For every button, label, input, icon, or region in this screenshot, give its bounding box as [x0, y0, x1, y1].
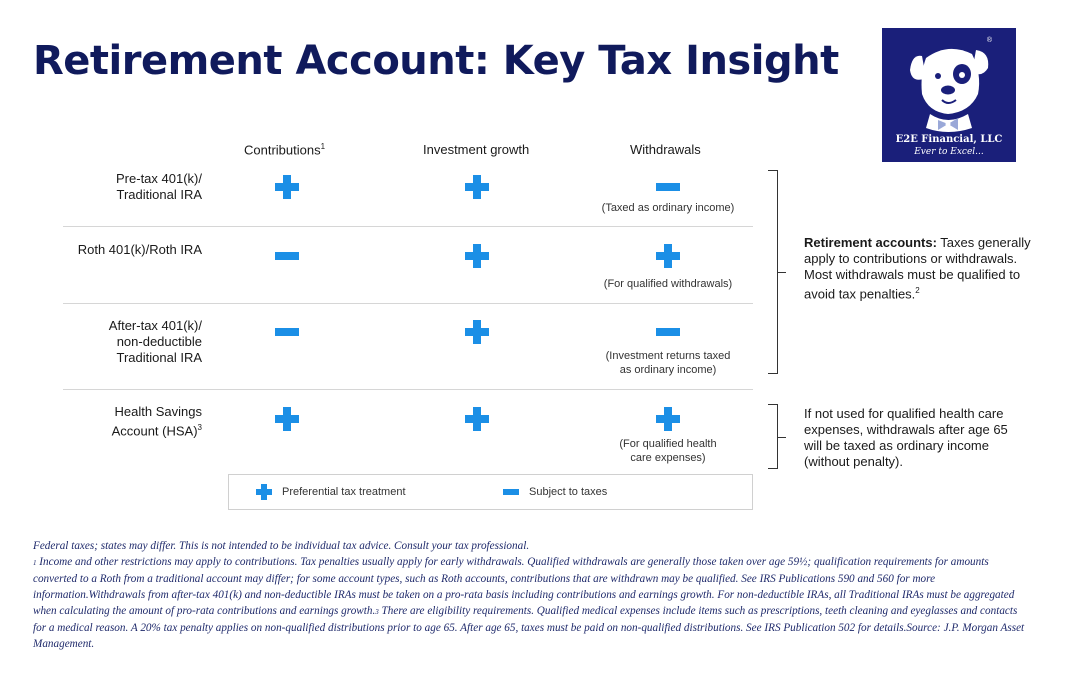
row-divider: [63, 226, 753, 227]
plus-icon: [275, 407, 299, 431]
minus-icon: [503, 484, 519, 500]
plus-icon: [656, 407, 680, 431]
plus-icon: [465, 175, 489, 199]
plus-icon: [656, 244, 680, 268]
plus-icon: [465, 244, 489, 268]
row-divider: [63, 303, 753, 304]
hsa-side-note: If not used for qualified health care ex…: [804, 406, 1008, 469]
minus-icon: [656, 320, 680, 344]
registered-mark: ®: [986, 37, 992, 44]
plus-icon: [256, 484, 272, 500]
row-label-roth: Roth 401(k)/Roth IRA: [77, 242, 202, 257]
retirement-side-note: Retirement accounts: Taxes generally app…: [804, 235, 1031, 302]
column-header-withdrawals: Withdrawals: [630, 142, 701, 157]
retirement-bracket: [768, 170, 786, 374]
column-header-investment-growth: Investment growth: [423, 142, 530, 157]
row-label-pretax: Pre-tax 401(k)/ Traditional IRA: [116, 171, 202, 202]
logo-tagline: Ever to Excel...: [914, 147, 984, 157]
minus-icon: [656, 175, 680, 199]
minus-icon: [275, 320, 299, 344]
footnote-disclaimer: Federal taxes; states may differ. This i…: [33, 540, 530, 552]
page-title: Retirement Account: Key Tax Insight: [33, 38, 839, 84]
dog-mascot-icon: [910, 48, 989, 132]
legend-label-preferential: Preferential tax treatment: [282, 486, 406, 498]
withdrawal-note-pretax: (Taxed as ordinary income): [601, 202, 735, 214]
footnotes: Federal taxes; states may differ. This i…: [33, 538, 1033, 652]
minus-icon: [275, 244, 299, 268]
legend: Preferential tax treatment Subject to ta…: [228, 474, 753, 510]
row-label-aftertax: After-tax 401(k)/ non-deductible Traditi…: [108, 318, 202, 365]
company-logo: ® E2E Financial, LLC Ever to Excel...: [882, 28, 1016, 162]
logo-brand-name: E2E Financial, LLC: [895, 134, 1003, 145]
row-label-hsa: Health Savings Account (HSA)3: [111, 404, 202, 439]
plus-icon: [465, 407, 489, 431]
plus-icon: [465, 320, 489, 344]
plus-icon: [275, 175, 299, 199]
hsa-bracket: [768, 404, 786, 469]
legend-label-subject-to-taxes: Subject to taxes: [529, 486, 608, 498]
withdrawal-note-aftertax: (Investment returns taxed as ordinary in…: [605, 350, 731, 376]
row-divider: [63, 389, 753, 390]
withdrawal-note-hsa: (For qualified health care expenses): [619, 438, 717, 464]
withdrawal-note-roth: (For qualified withdrawals): [603, 278, 733, 290]
footnote-body: 1 Income and other restrictions may appl…: [33, 556, 1025, 650]
column-header-contributions: Contributions1: [244, 142, 326, 158]
